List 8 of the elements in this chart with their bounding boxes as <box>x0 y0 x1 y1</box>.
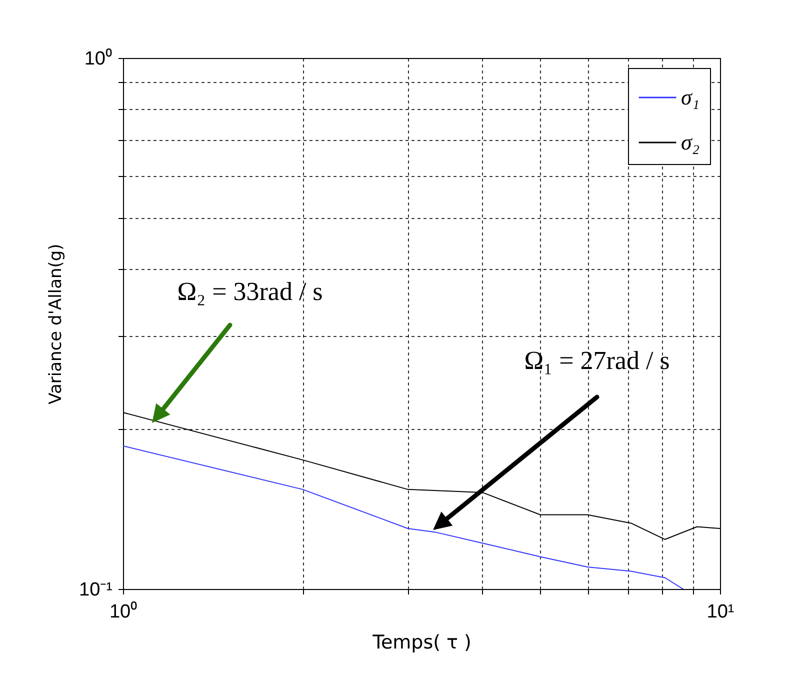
y-tick-label: 10⁻¹ <box>79 580 112 600</box>
x-tick-label: 10¹ <box>706 602 734 622</box>
annotation: Ω₁ = 27rad / s <box>524 346 670 376</box>
legend-label: σ₁ <box>681 84 700 110</box>
annotation: Ω₂ = 33rad / s <box>177 277 323 307</box>
x-axis-title: Temps( τ ) <box>372 632 472 654</box>
y-axis-title: Variance d'Allan(g) <box>46 244 66 404</box>
legend-label: σ₂ <box>681 130 700 154</box>
